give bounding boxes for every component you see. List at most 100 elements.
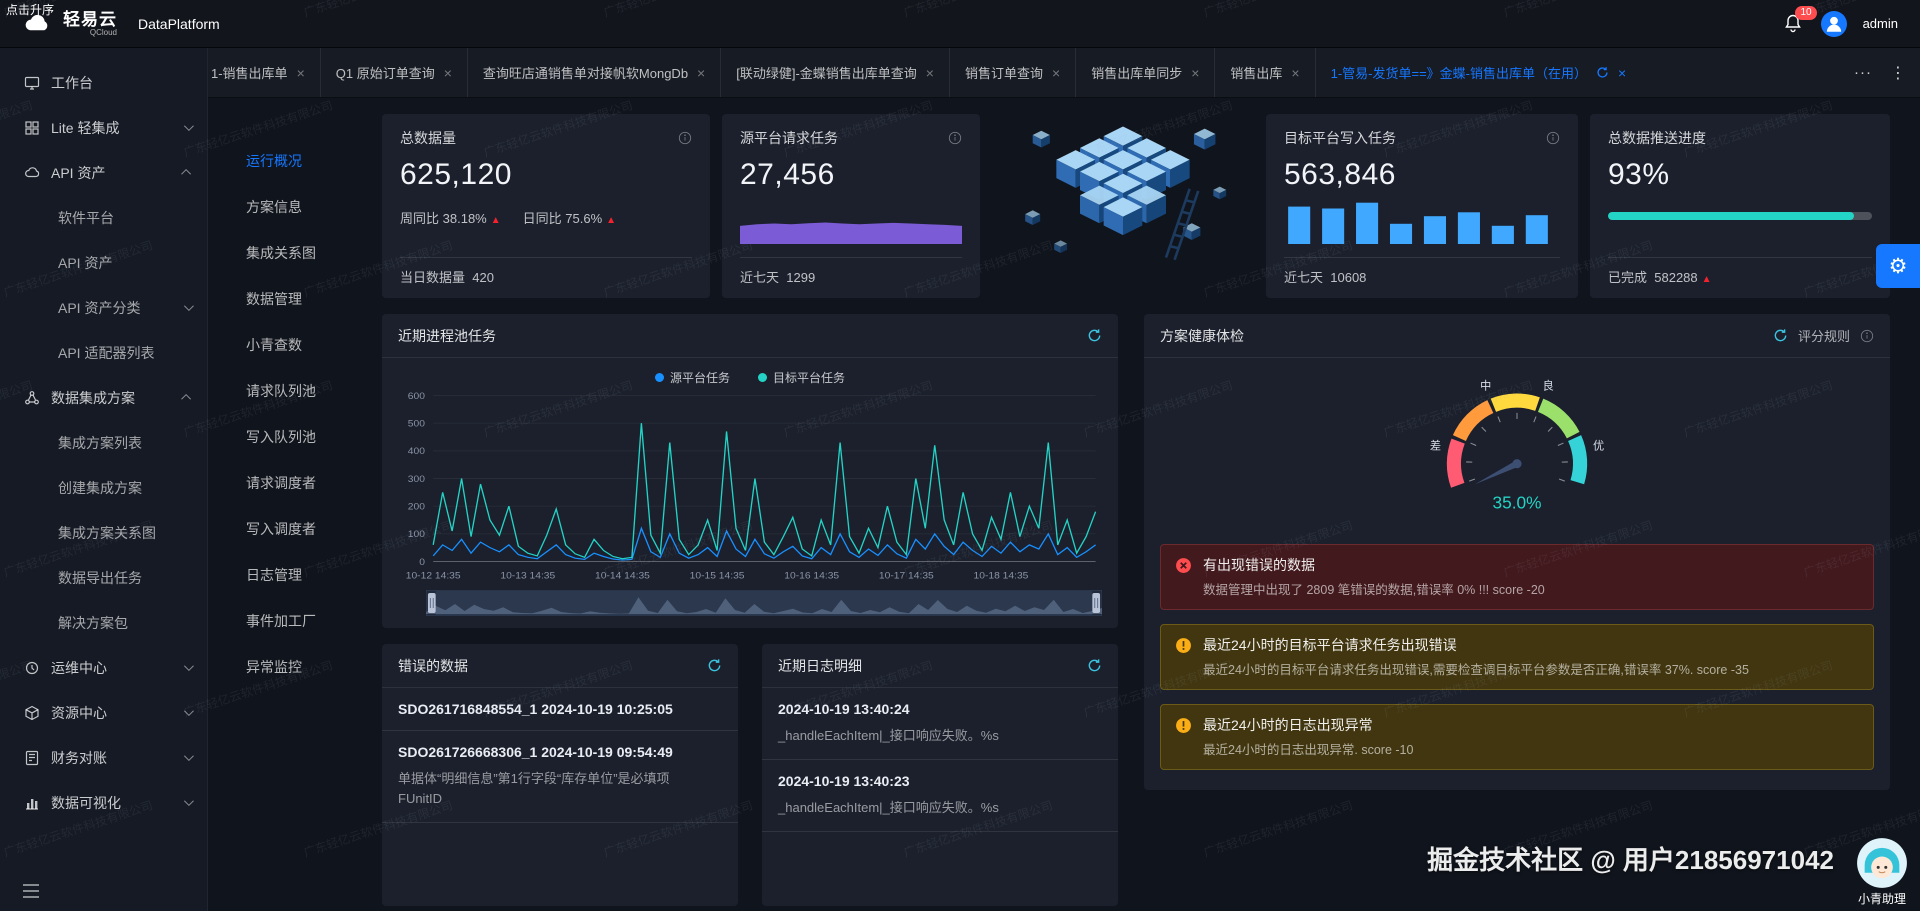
subnav-item[interactable]: 请求调度者 [246, 475, 316, 491]
sidebar-item[interactable]: 数据可视化 [0, 780, 207, 825]
brand-logo[interactable]: 轻易云 QCloud DataPlatform [22, 11, 220, 37]
sidebar-item[interactable]: 财务对账 [0, 735, 207, 780]
sidebar-collapse-icon[interactable] [22, 883, 40, 899]
subnav-item[interactable]: 异常监控 [246, 659, 302, 675]
log-item[interactable]: 2024-10-19 13:40:24 _handleEachItem|_接口响应… [762, 688, 1118, 761]
sidebar-item[interactable]: API 适配器列表 [0, 330, 207, 375]
svg-text:10-18 14:35: 10-18 14:35 [974, 571, 1029, 582]
tab-item[interactable]: 销售订单查询 × [950, 48, 1077, 97]
tab-item[interactable]: [联动绿健]-金蝶销售出库单查询 × [721, 48, 950, 97]
tab-close-icon[interactable]: × [1291, 64, 1300, 81]
legend-source-platform[interactable]: 源平台任务 [654, 369, 730, 386]
info-icon[interactable] [678, 131, 692, 145]
avatar[interactable] [1820, 10, 1847, 37]
subnav-item[interactable]: 小青查数 [246, 337, 302, 353]
sidebar-item-label: 运维中心 [51, 659, 107, 676]
info-icon[interactable] [1860, 329, 1874, 343]
qcloud-cloud-icon [22, 13, 54, 35]
brand-subtitle: QCloud [89, 27, 117, 37]
settings-button[interactable]: ⚙ [1876, 244, 1920, 288]
tab-active[interactable]: 1-管易-发货单==》金蝶-销售出库单（在用） × [1316, 63, 1642, 82]
stat-trends: 周同比 38.18% ▲ 日同比 75.6% ▲ [400, 208, 692, 227]
tab-item[interactable]: 1-销售出库单 × [208, 48, 321, 97]
tab-label: [联动绿健]-金蝶销售出库单查询 [736, 66, 917, 81]
error-data-item[interactable]: SDO261716848554_1 2024-10-19 10:25:05 [382, 688, 738, 731]
sidebar-item[interactable]: API 资产 [0, 150, 207, 195]
sidebar-item[interactable]: API 资产 [0, 240, 207, 285]
sidebar-item[interactable]: 数据集成方案 [0, 375, 207, 420]
panel-title: 近期进程池任务 [398, 327, 496, 344]
notification-bell-icon[interactable]: 10 [1783, 5, 1817, 35]
ops-center-icon [24, 660, 40, 676]
subnav-item[interactable]: 数据管理 [246, 291, 302, 307]
alert-title: 最近24小时的日志出现异常 [1203, 717, 1373, 734]
tabs-more-vertical-icon[interactable]: ⋮ [1890, 64, 1906, 82]
brand-title: 轻易云 [63, 9, 117, 29]
score-rule-link[interactable]: 评分规则 [1797, 329, 1850, 344]
sidebar-item[interactable]: 集成方案列表 [0, 420, 207, 465]
sidebar-item[interactable]: 软件平台 [0, 195, 207, 240]
sidebar-item[interactable]: 工作台 [0, 60, 207, 105]
tab-close-icon[interactable]: × [697, 64, 706, 81]
sidebar-item-label: Lite 轻集成 [51, 119, 120, 136]
subnav-item[interactable]: 事件加工厂 [246, 613, 316, 629]
svg-text:100: 100 [408, 529, 426, 540]
assistant-widget[interactable]: 小青助理 [1856, 837, 1908, 907]
tab-close-icon[interactable]: × [296, 64, 305, 81]
username[interactable]: admin [1862, 16, 1898, 31]
refresh-icon[interactable] [1773, 328, 1788, 343]
sidebar-item[interactable]: 集成方案关系图 [0, 510, 207, 555]
chart-brush-slider[interactable] [426, 590, 1102, 616]
sidebar-item[interactable]: 创建集成方案 [0, 465, 207, 510]
stat-value: 563,846 [1284, 158, 1396, 191]
tab-item[interactable]: 销售出库单同步 × [1076, 48, 1216, 97]
tab-close-icon[interactable]: × [925, 64, 934, 81]
subnav-item[interactable]: 请求队列池 [246, 383, 316, 399]
tab-close-icon[interactable]: × [443, 64, 452, 81]
error-data-panel: 错误的数据 SDO261716848554_1 2024-10-19 10:25… [382, 644, 738, 906]
subnav-item[interactable]: 写入队列池 [246, 429, 316, 445]
error-data-desc: 单据体“明细信息”第1行字段“库存单位”是必填项 FUnitID [398, 771, 670, 807]
stat-card-source-requests: 源平台请求任务 27,456 近七天 1299 [722, 114, 980, 298]
subnav-item[interactable]: 运行概况 [246, 153, 302, 169]
up-arrow-icon: ▲ [606, 215, 617, 226]
tab-close-icon[interactable]: × [1191, 64, 1200, 81]
panel-title: 错误的数据 [398, 657, 468, 674]
log-item[interactable]: 2024-10-19 13:40:23 _handleEachItem|_接口响应… [762, 760, 1118, 833]
subnav-item[interactable]: 方案信息 [246, 199, 302, 215]
error-data-item[interactable]: SDO261726668306_1 2024-10-19 09:54:49 单据体… [382, 731, 738, 824]
tab-item[interactable]: 销售出库 × [1215, 48, 1316, 97]
refresh-icon[interactable] [1087, 658, 1102, 673]
tabs-more-horizontal-icon[interactable]: ··· [1854, 64, 1872, 81]
sidebar-item[interactable]: Lite 轻集成 [0, 105, 207, 150]
tab-close-icon[interactable]: × [1052, 64, 1061, 81]
tab-refresh-icon[interactable] [1596, 66, 1609, 79]
svg-text:400: 400 [408, 447, 426, 458]
sidebar-item[interactable]: 解决方案包 [0, 600, 207, 645]
sidebar-item[interactable]: 运维中心 [0, 645, 207, 690]
svg-text:10-13 14:35: 10-13 14:35 [500, 571, 555, 582]
refresh-icon[interactable] [1087, 328, 1102, 343]
refresh-icon[interactable] [707, 658, 722, 673]
info-icon[interactable] [948, 131, 962, 145]
alert-desc: 最近24小时的目标平台请求任务出现错误,需要检查调目标平台参数是否正确,错误率 … [1203, 663, 1749, 678]
tab-label: 1-销售出库单 [211, 66, 288, 81]
subnav-item[interactable]: 集成关系图 [246, 245, 316, 261]
sidebar-item[interactable]: API 资产分类 [0, 285, 207, 330]
sidebar-item-label: API 适配器列表 [58, 344, 155, 361]
tab-item[interactable]: Q1 原始订单查询 × [321, 48, 468, 97]
sidebar-item[interactable]: 资源中心 [0, 690, 207, 735]
legend-target-platform[interactable]: 目标平台任务 [758, 369, 845, 386]
workspace: 运行概况方案信息集成关系图数据管理小青查数请求队列池写入队列池请求调度者写入调度… [208, 98, 1920, 911]
subnav-item[interactable]: 日志管理 [246, 567, 302, 583]
assistant-label: 小青助理 [1857, 892, 1906, 906]
tab-close-icon[interactable]: × [1618, 64, 1627, 81]
sidebar-item[interactable]: 数据导出任务 [0, 555, 207, 600]
recent-logs-panel: 近期日志明细 2024-10-19 13:40:24 _handleEachIte… [762, 644, 1118, 906]
tab-item[interactable]: 查询旺店通销售单对接帆软MongDb × [468, 48, 722, 97]
health-check-panel: 方案健康体检 评分规则 差中良优 35.0% 有出现错误的数据 数据管理中 [1144, 314, 1890, 791]
subnav-item[interactable]: 写入调度者 [246, 521, 316, 537]
data-viz-icon [24, 795, 40, 811]
tab-bar: 1-销售出库单 × Q1 原始订单查询 × 查询旺店通销售单对接帆软MongDb × [联动… [208, 48, 1920, 98]
info-icon[interactable] [1546, 131, 1560, 145]
